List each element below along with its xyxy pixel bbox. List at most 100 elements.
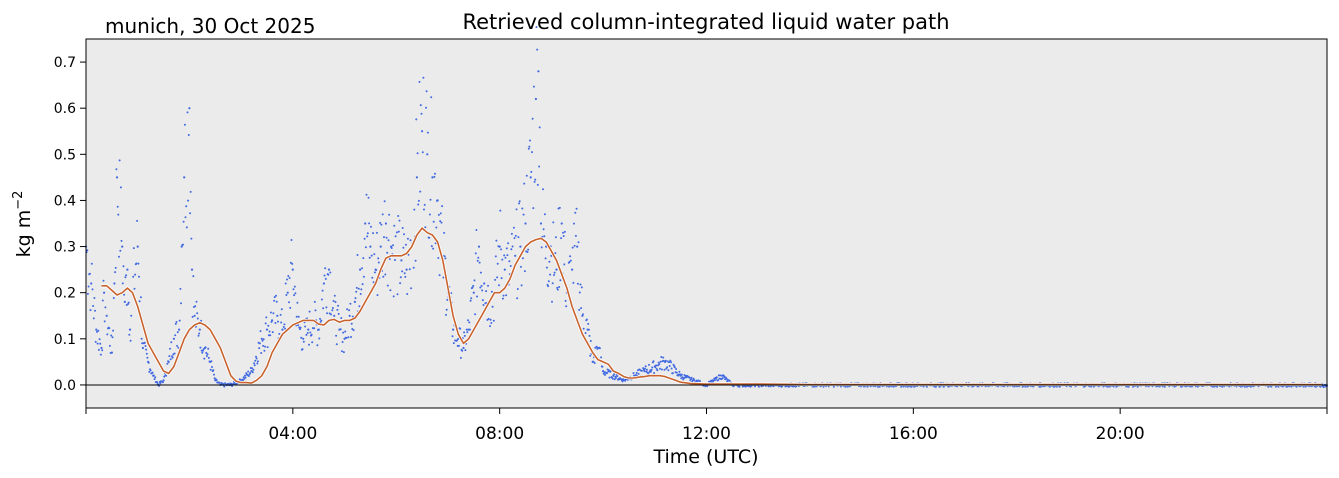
scatter-point xyxy=(259,330,262,333)
scatter-point xyxy=(279,313,282,316)
scatter-point xyxy=(251,371,254,374)
scatter-point xyxy=(547,280,550,283)
scatter-point xyxy=(169,358,172,361)
scatter-point xyxy=(942,385,945,388)
scatter-point xyxy=(199,346,202,349)
x-axis-ticks: 04:00 08:00 12:00 16:00 20:00 xyxy=(85,408,1328,444)
scatter-point xyxy=(459,327,462,330)
scatter-point xyxy=(247,375,250,377)
scatter-point xyxy=(387,239,390,242)
scatter-point xyxy=(397,230,400,233)
scatter-point xyxy=(256,362,259,365)
scatter-point xyxy=(429,198,432,201)
scatter-point xyxy=(1221,385,1224,388)
scatter-point xyxy=(436,199,439,202)
scatter-point xyxy=(822,385,825,388)
scatter-point xyxy=(136,219,139,222)
scatter-point xyxy=(500,277,503,280)
scatter-point xyxy=(527,147,530,150)
scatter-point xyxy=(101,349,104,352)
scatter-point xyxy=(400,259,403,262)
scatter-point xyxy=(388,213,391,216)
scatter-point xyxy=(479,271,482,274)
scatter-point xyxy=(663,368,666,371)
scatter-point xyxy=(253,362,256,365)
scatter-point xyxy=(537,70,540,73)
scatter-point xyxy=(182,220,185,223)
scatter-point xyxy=(925,385,928,388)
chart-title: Retrieved column-integrated liquid water… xyxy=(462,10,949,34)
scatter-point xyxy=(504,256,507,259)
scatter-point xyxy=(294,292,297,295)
scatter-point xyxy=(482,304,485,306)
scatter-point xyxy=(1304,385,1307,388)
scatter-point xyxy=(1163,385,1166,388)
y-axis-label-exponent: −2 xyxy=(11,191,26,210)
y-axis-ticks: 0.0 0.1 0.2 0.3 0.4 0.5 0.6 0.7 xyxy=(54,55,86,394)
scatter-point xyxy=(114,266,117,269)
scatter-point xyxy=(280,321,283,324)
scatter-point xyxy=(198,332,201,335)
scatter-point xyxy=(111,336,114,339)
scatter-point xyxy=(370,225,372,228)
scatter-point xyxy=(206,353,209,356)
scatter-point xyxy=(197,334,200,337)
scatter-point xyxy=(324,277,327,280)
scatter-point xyxy=(582,313,584,316)
scatter-point xyxy=(426,131,429,134)
scatter-point xyxy=(472,284,475,287)
scatter-point xyxy=(678,370,681,373)
scatter-point xyxy=(418,80,421,83)
scatter-point xyxy=(1319,385,1322,388)
scatter-point xyxy=(655,364,658,367)
scatter-point xyxy=(439,220,442,223)
scatter-point xyxy=(717,379,720,382)
scatter-point xyxy=(671,372,674,375)
scatter-point xyxy=(670,361,672,364)
scatter-point xyxy=(168,355,171,358)
scatter-point xyxy=(613,373,616,376)
scatter-point xyxy=(205,355,208,357)
scatter-point xyxy=(560,237,563,240)
scatter-point xyxy=(274,322,277,324)
scatter-point xyxy=(589,340,592,342)
scatter-point xyxy=(96,342,99,345)
scatter-point xyxy=(163,375,166,378)
scatter-point xyxy=(396,293,399,296)
scatter-point xyxy=(430,96,433,99)
scatter-point xyxy=(475,229,478,231)
scatter-point xyxy=(502,294,505,297)
scatter-point xyxy=(495,239,498,242)
scatter-point xyxy=(289,306,292,309)
scatter-point xyxy=(519,245,522,248)
scatter-point xyxy=(335,334,338,337)
scatter-point xyxy=(417,199,420,202)
scatter-point xyxy=(1277,385,1280,388)
scatter-point xyxy=(323,274,326,277)
scatter-point xyxy=(256,360,259,363)
scatter-point xyxy=(285,294,288,296)
scatter-point xyxy=(373,271,376,274)
scatter-point xyxy=(260,352,263,354)
scatter-point xyxy=(379,221,382,224)
scatter-point xyxy=(492,319,495,322)
scatter-point xyxy=(499,209,502,212)
scatter-point xyxy=(355,286,358,289)
scatter-point xyxy=(253,364,256,367)
scatter-point xyxy=(291,262,294,265)
scatter-point xyxy=(540,246,543,249)
scatter-point xyxy=(667,369,670,372)
scatter-point xyxy=(421,151,424,154)
scatter-point xyxy=(389,289,392,292)
scatter-point xyxy=(329,271,332,274)
scatter-point xyxy=(490,290,493,293)
scatter-point xyxy=(832,385,835,388)
scatter-point xyxy=(523,182,526,185)
scatter-point xyxy=(562,231,564,234)
scatter-point xyxy=(379,245,382,248)
scatter-point xyxy=(401,270,404,273)
scatter-point xyxy=(554,236,557,239)
scatter-point xyxy=(385,236,388,239)
scatter-point xyxy=(598,347,601,350)
